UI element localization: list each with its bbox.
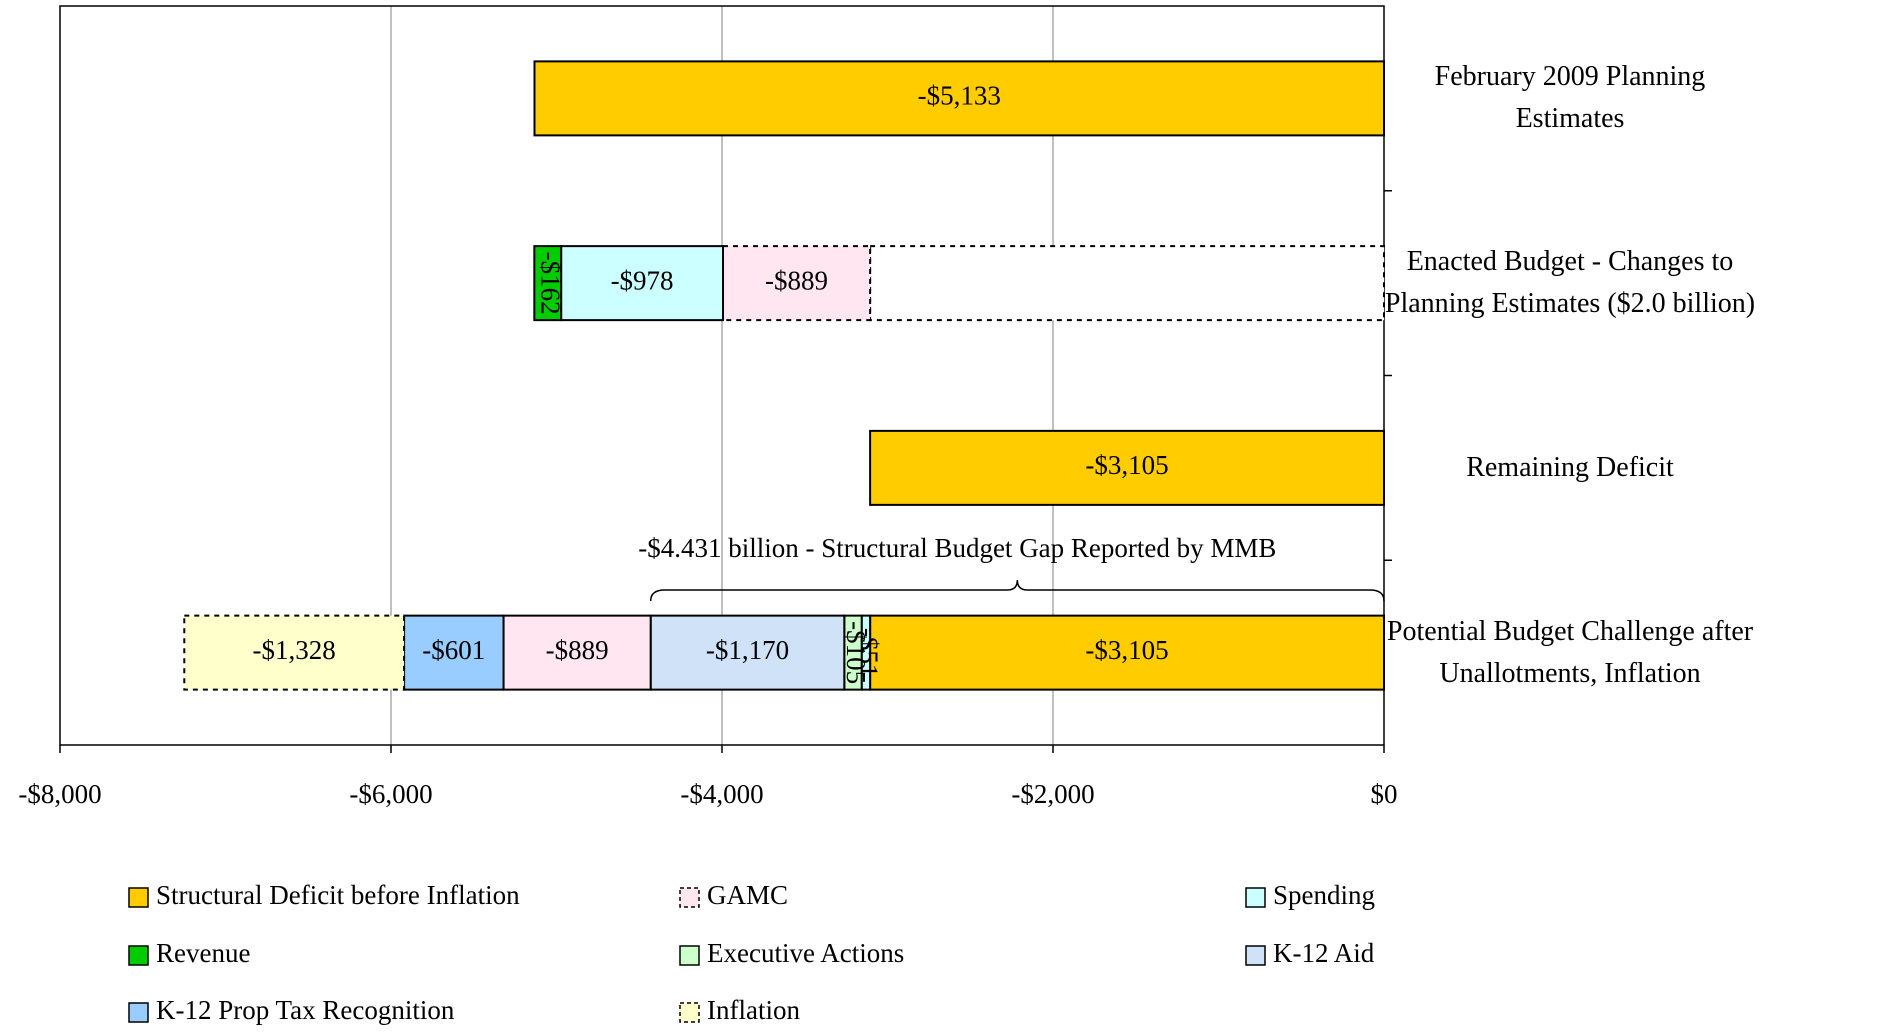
x-tick-label: -$6,000 — [349, 779, 432, 809]
legend-label: K-12 Prop Tax Recognition — [156, 995, 455, 1025]
data-label: -$105 — [841, 621, 871, 684]
data-label: -$5,133 — [918, 81, 1001, 111]
x-tick-label: -$2,000 — [1011, 779, 1094, 809]
data-label: -$162 — [536, 252, 566, 315]
legend-swatch — [128, 1002, 149, 1023]
bar-segment — [869, 429, 1385, 506]
brace — [649, 579, 1385, 602]
bar-segment — [403, 614, 505, 691]
bar-segment — [502, 614, 652, 691]
data-label: -$978 — [611, 265, 674, 295]
legend-swatch — [679, 887, 700, 908]
bar-segment — [869, 245, 1385, 322]
legend-swatch — [128, 945, 149, 966]
data-label: -$889 — [765, 265, 828, 295]
legend-swatch — [679, 945, 700, 966]
annotation: -$4.431 billion - Structural Budget Gap … — [638, 533, 1276, 563]
data-label: -$3,105 — [1085, 450, 1168, 480]
data-label: -$601 — [422, 635, 485, 665]
x-tick-label: -$4,000 — [680, 779, 763, 809]
legend-label: K-12 Aid — [1273, 938, 1375, 968]
bar-segment — [721, 245, 872, 322]
legend-label: Executive Actions — [707, 938, 904, 968]
data-label: -$1,328 — [253, 635, 336, 665]
category-label: February 2009 Planning Estimates — [1434, 61, 1706, 135]
x-tick-label: -$8,000 — [18, 779, 101, 809]
x-tick-label: $0 — [1371, 779, 1398, 809]
legend-swatch — [679, 1002, 700, 1023]
bar-segment — [533, 60, 1385, 137]
data-label: -$889 — [546, 635, 609, 665]
bar-segment — [649, 614, 846, 691]
legend-swatch — [128, 887, 149, 908]
category-label: Potential Budget Challenge after Unallot… — [1386, 615, 1754, 689]
bar-segment — [533, 245, 563, 322]
bar-segment — [183, 614, 406, 691]
bar-segment — [869, 614, 1385, 691]
legend-swatch — [1245, 945, 1266, 966]
category-label: Enacted Budget - Changes to Planning Est… — [1384, 246, 1756, 320]
legend-label: Inflation — [707, 995, 800, 1025]
legend-label: Revenue — [156, 938, 250, 968]
data-label: -$1,170 — [706, 635, 789, 665]
legend-label: Structural Deficit before Inflation — [156, 880, 520, 910]
data-label: -$3,105 — [1085, 635, 1168, 665]
legend-label: GAMC — [707, 880, 788, 910]
category-label: Remaining Deficit — [1466, 451, 1674, 483]
legend-swatch — [1245, 887, 1266, 908]
legend-label: Spending — [1273, 880, 1375, 910]
